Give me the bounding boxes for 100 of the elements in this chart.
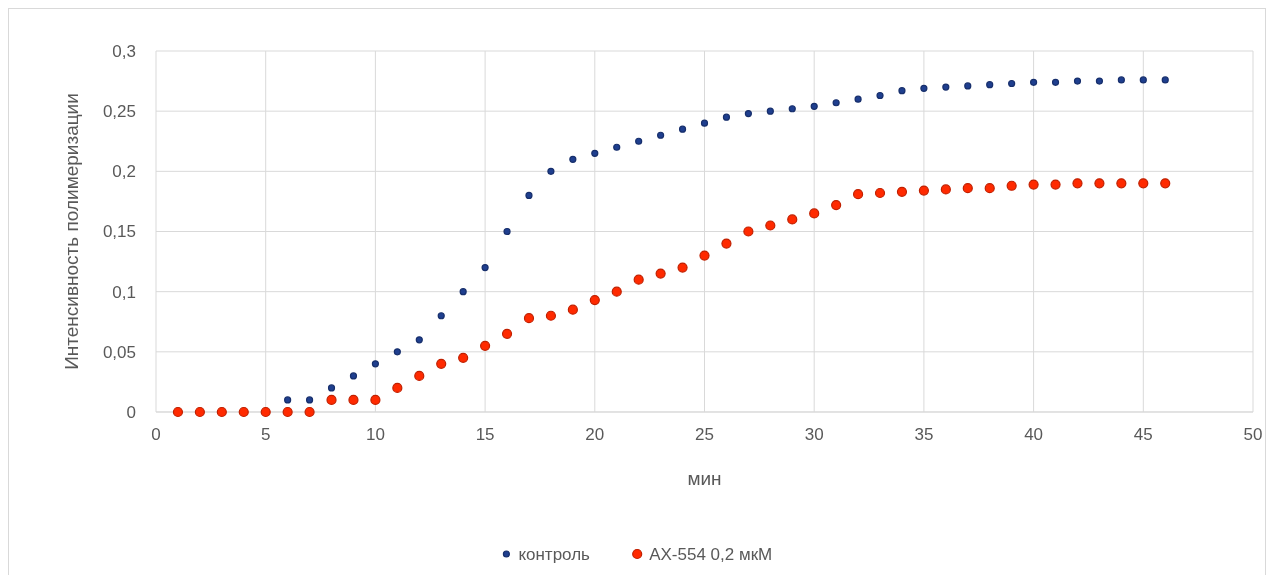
point (852, 189, 864, 200)
x-tick-label: 10 (365, 425, 385, 444)
point (437, 312, 445, 320)
point (371, 360, 379, 368)
point (984, 183, 995, 194)
point (657, 131, 665, 139)
point (326, 394, 337, 406)
x-tick-label: 30 (804, 425, 824, 444)
point (721, 238, 732, 249)
point (525, 191, 533, 199)
point (545, 310, 557, 321)
point (633, 274, 644, 285)
point (305, 396, 314, 404)
x-axis-title: мин (687, 468, 722, 489)
point (1117, 76, 1125, 84)
point (874, 187, 886, 199)
x-tick-label: 5 (260, 425, 271, 444)
point (1006, 180, 1017, 191)
point (876, 91, 884, 100)
point (788, 105, 796, 113)
point (436, 358, 447, 369)
point (611, 286, 622, 297)
point (1116, 178, 1127, 189)
point (678, 125, 687, 133)
point (589, 294, 600, 306)
point (238, 406, 249, 418)
point (766, 107, 774, 115)
point (458, 352, 469, 363)
point (1095, 77, 1104, 85)
point (1139, 76, 1147, 84)
point (962, 183, 973, 194)
point (1072, 178, 1083, 189)
y-tick-label: 0,05 (102, 342, 136, 362)
point (677, 262, 688, 273)
point (986, 81, 994, 89)
point (613, 143, 621, 151)
point (809, 208, 820, 219)
point (1161, 76, 1169, 84)
point (744, 109, 752, 118)
point (1094, 178, 1105, 189)
point (655, 268, 666, 279)
point (898, 87, 906, 95)
point (964, 82, 972, 90)
x-tick-label: 0 (151, 425, 161, 444)
point (787, 214, 798, 225)
point (327, 384, 336, 392)
point (348, 394, 359, 406)
y-tick-label: 0,3 (112, 41, 136, 61)
point (1051, 78, 1060, 86)
point (722, 113, 731, 121)
point (765, 220, 776, 231)
point (1138, 178, 1149, 189)
point (304, 406, 315, 418)
point (854, 95, 862, 103)
point (567, 304, 578, 315)
point (370, 394, 381, 406)
point (260, 406, 271, 418)
y-tick-label: 0,25 (102, 102, 136, 122)
point (547, 167, 555, 175)
point (1030, 78, 1038, 86)
x-tick-label: 40 (1024, 425, 1044, 444)
point (172, 406, 184, 418)
point (1160, 178, 1171, 189)
point (1008, 79, 1016, 88)
point (284, 396, 292, 404)
point (503, 227, 511, 236)
point (415, 336, 423, 344)
point (392, 382, 403, 394)
point (920, 84, 928, 92)
point (216, 406, 227, 418)
legend-label: АХ-554 0,2 мкМ (649, 544, 773, 564)
y-tick-label: 0,1 (112, 282, 136, 302)
point (743, 226, 754, 237)
point (831, 199, 842, 211)
point (942, 83, 950, 91)
x-tick-label: 35 (914, 425, 934, 444)
point (481, 264, 489, 272)
legend-label: контроль (518, 544, 591, 564)
point (591, 149, 599, 157)
point (282, 406, 293, 418)
point (1050, 179, 1061, 190)
point (700, 119, 709, 127)
x-tick-label: 25 (695, 425, 714, 444)
y-tick-label: 0,2 (112, 162, 136, 182)
point (810, 102, 818, 110)
y-tick-label: 0,15 (102, 222, 136, 242)
y-tick-label: 0 (126, 402, 136, 422)
point (501, 328, 513, 339)
x-tick-label: 20 (585, 425, 605, 444)
point (393, 348, 401, 356)
y-axis-title: Интенсивность полимеризации (61, 93, 82, 370)
point (699, 250, 710, 261)
x-tick-label: 50 (1243, 425, 1263, 444)
point (1073, 77, 1082, 85)
point (635, 137, 643, 145)
point (194, 406, 205, 418)
point (1028, 179, 1039, 190)
point (414, 370, 425, 381)
point (832, 99, 840, 107)
point (523, 313, 535, 324)
